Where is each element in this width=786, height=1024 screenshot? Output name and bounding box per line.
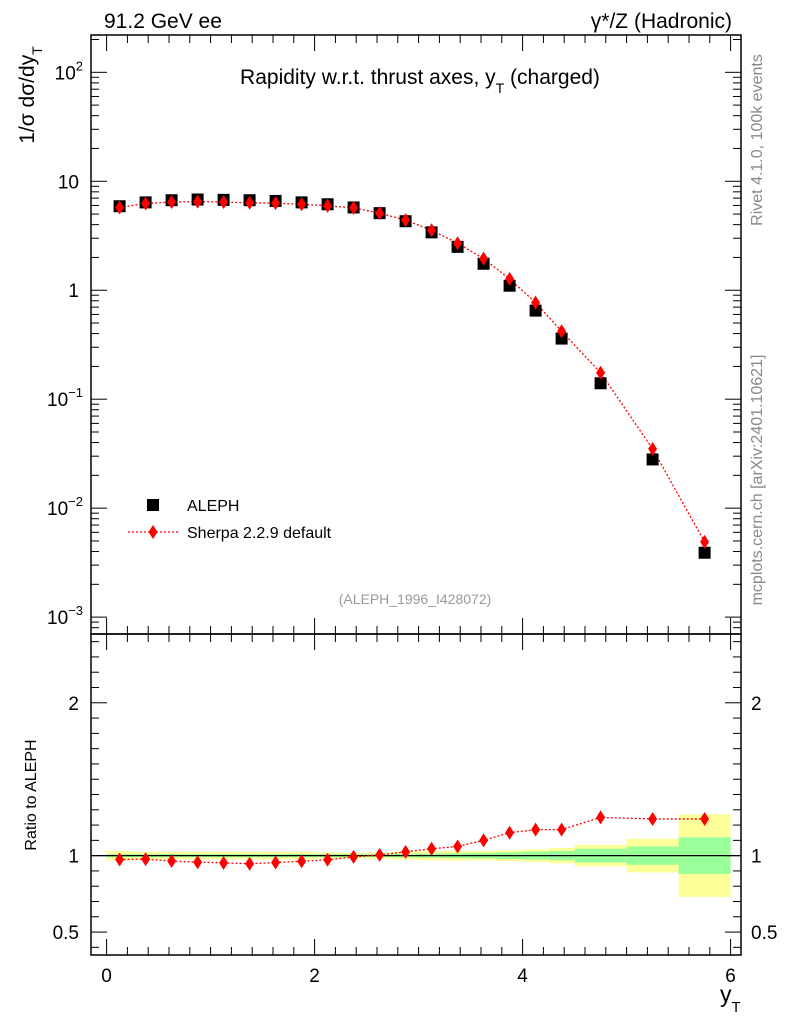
sherpa-point <box>219 195 229 210</box>
sherpa-point <box>596 365 606 380</box>
legend-sherpa-marker <box>148 525 158 539</box>
ratio-point <box>245 856 255 871</box>
ratio-y-tick-label-left: 0.5 <box>53 923 79 944</box>
ratio-point <box>700 811 710 826</box>
sherpa-point <box>297 197 307 212</box>
ratio-point <box>115 852 125 867</box>
process-label: γ*/Z (Hadronic) <box>591 10 732 33</box>
ratio-point <box>297 854 307 869</box>
y-tick-label: 102 <box>55 58 83 84</box>
ratio-point <box>323 852 333 867</box>
ratio-y-tick-label-right: 0.5 <box>751 923 777 944</box>
ratio-panel-frame <box>90 633 742 956</box>
ratio-point <box>453 839 463 854</box>
sherpa-point <box>479 251 489 266</box>
sherpa-point <box>349 200 359 215</box>
y-tick-label: 1 <box>68 281 79 302</box>
aleph-point <box>529 304 542 317</box>
ratio-y-axis-label: Ratio to ALEPH <box>23 739 40 850</box>
legend-aleph-label: ALEPH <box>187 498 239 515</box>
sherpa-point <box>557 324 567 339</box>
sherpa-curve <box>119 201 706 543</box>
ratio-point <box>167 853 177 868</box>
ratio-plot-area <box>91 810 741 871</box>
legend-aleph-marker <box>147 499 159 511</box>
sherpa-point <box>245 195 255 210</box>
mcplots-label: mcplots.cern.ch [arXiv:2401.10621] <box>749 355 766 606</box>
sherpa-point <box>141 196 151 211</box>
ratio-y-tick-label-right: 1 <box>751 847 762 868</box>
sherpa-point <box>115 200 125 215</box>
plot-title: Rapidity w.r.t. thrust axes, yT (charged… <box>240 66 600 96</box>
main-plot-area <box>113 193 711 559</box>
x-tick-label: 6 <box>725 966 736 987</box>
sherpa-point <box>700 534 710 549</box>
ratio-point <box>219 855 229 870</box>
aleph-point <box>698 546 711 559</box>
sherpa-point <box>531 295 541 310</box>
rivet-label: Rivet 4.1.0, 100k events <box>749 54 766 226</box>
ratio-point <box>427 841 437 856</box>
sherpa-point <box>271 196 281 211</box>
sherpa-point <box>505 271 515 286</box>
main-y-axis-label: 1/σ dσ/dyT <box>16 46 45 144</box>
legend-sherpa-label: Sherpa 2.2.9 default <box>187 525 332 542</box>
ratio-point <box>141 852 151 867</box>
ratio-y-tick-label-left: 1 <box>68 847 79 868</box>
sherpa-point <box>427 223 437 238</box>
ratio-y-tick-label-right: 2 <box>751 694 762 715</box>
ratio-point <box>349 849 359 864</box>
main-panel-frame <box>90 34 742 635</box>
ratio-point <box>375 847 385 862</box>
ratio-point <box>648 811 658 826</box>
ratio-point <box>596 810 606 825</box>
x-tick-label: 4 <box>517 966 528 987</box>
aleph-point <box>555 332 568 345</box>
sherpa-point <box>401 213 411 228</box>
sherpa-point <box>648 441 658 456</box>
sherpa-point <box>193 194 203 209</box>
sherpa-point <box>453 236 463 251</box>
legend: ALEPH Sherpa 2.2.9 default <box>128 498 332 542</box>
y-tick-label: 10−3 <box>47 603 83 629</box>
y-tick-label: 10−2 <box>47 494 83 520</box>
ratio-point <box>557 822 567 837</box>
sherpa-point <box>323 198 333 213</box>
ratio-point <box>193 855 203 870</box>
analysis-watermark: (ALEPH_1996_I428072) <box>339 591 492 607</box>
ratio-point <box>479 833 489 848</box>
ratio-point <box>271 855 281 870</box>
ratio-axes: 0.5 0.5 1 1 2 2 0 2 4 6 <box>53 634 777 987</box>
x-tick-label: 0 <box>101 966 112 987</box>
sherpa-point <box>167 195 177 210</box>
sherpa-point <box>375 206 385 221</box>
ratio-point <box>531 822 541 837</box>
energy-label: 91.2 GeV ee <box>104 10 222 33</box>
aleph-point <box>594 377 607 390</box>
ratio-point <box>401 844 411 859</box>
main-axes: 10−3 10−2 10−1 1 10 102 <box>47 35 741 635</box>
aleph-point <box>646 453 659 466</box>
x-axis-label: yT <box>720 981 741 1016</box>
ratio-y-tick-label-left: 2 <box>68 694 79 715</box>
ratio-point <box>505 825 515 840</box>
x-tick-label: 2 <box>309 966 320 987</box>
y-tick-label: 10−1 <box>47 385 83 411</box>
y-tick-label: 10 <box>58 172 79 193</box>
